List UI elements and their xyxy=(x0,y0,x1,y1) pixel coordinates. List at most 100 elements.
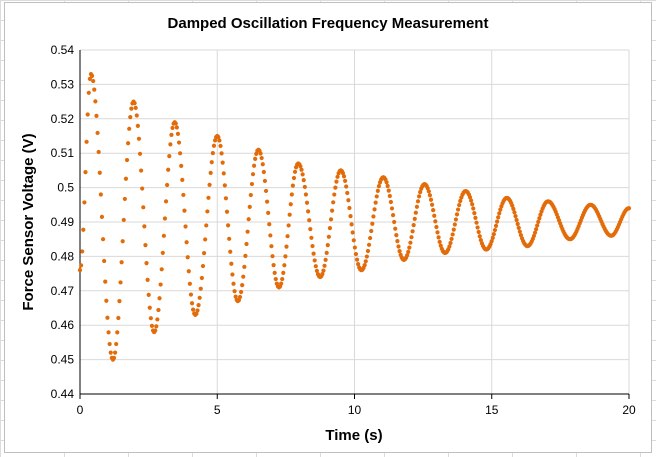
data-point[interactable] xyxy=(204,223,209,228)
data-point[interactable] xyxy=(280,276,285,282)
data-point[interactable] xyxy=(233,294,238,299)
data-point[interactable] xyxy=(496,215,501,220)
data-point[interactable] xyxy=(228,249,233,254)
data-point[interactable] xyxy=(218,143,223,149)
data-point[interactable] xyxy=(268,233,273,238)
data-point[interactable] xyxy=(122,196,127,202)
data-point[interactable] xyxy=(248,192,253,198)
data-point[interactable] xyxy=(98,192,103,197)
data-point[interactable] xyxy=(492,227,498,233)
data-point[interactable] xyxy=(298,164,303,169)
data-point[interactable] xyxy=(385,183,390,189)
data-point[interactable] xyxy=(475,225,480,230)
data-point[interactable] xyxy=(143,243,148,248)
data-point[interactable] xyxy=(118,280,123,285)
data-point[interactable] xyxy=(344,184,349,189)
data-point[interactable] xyxy=(114,341,119,347)
data-point[interactable] xyxy=(330,208,335,213)
data-point[interactable] xyxy=(176,140,182,145)
data-point[interactable] xyxy=(388,199,394,205)
data-point[interactable] xyxy=(247,204,252,209)
data-point[interactable] xyxy=(468,198,474,203)
data-point[interactable] xyxy=(323,257,328,262)
data-point[interactable] xyxy=(406,249,411,254)
data-point[interactable] xyxy=(414,204,420,209)
data-point[interactable] xyxy=(195,308,200,313)
data-point[interactable] xyxy=(356,262,361,267)
data-point[interactable] xyxy=(92,87,97,92)
data-point[interactable] xyxy=(303,192,309,197)
data-point[interactable] xyxy=(212,138,218,143)
data-point[interactable] xyxy=(144,261,149,266)
data-point[interactable] xyxy=(351,238,356,243)
data-point[interactable] xyxy=(262,178,268,184)
data-point[interactable] xyxy=(347,205,352,211)
data-point[interactable] xyxy=(174,125,179,130)
data-point[interactable] xyxy=(270,254,275,259)
data-point[interactable] xyxy=(99,214,105,219)
data-point[interactable] xyxy=(321,268,326,273)
data-point[interactable] xyxy=(497,211,502,216)
data-point[interactable] xyxy=(473,215,478,220)
data-point[interactable] xyxy=(168,142,173,147)
data-point[interactable] xyxy=(409,235,414,240)
data-point[interactable] xyxy=(310,243,315,249)
data-point[interactable] xyxy=(108,350,113,355)
data-point[interactable] xyxy=(136,136,142,141)
data-point[interactable] xyxy=(491,231,496,237)
data-point[interactable] xyxy=(133,105,138,110)
data-point[interactable] xyxy=(300,172,305,177)
data-point[interactable] xyxy=(372,207,377,212)
data-point[interactable] xyxy=(224,209,230,214)
data-point[interactable] xyxy=(290,183,295,188)
data-point[interactable] xyxy=(272,270,277,275)
data-point[interactable] xyxy=(102,258,107,264)
data-point[interactable] xyxy=(149,323,155,328)
data-point[interactable] xyxy=(261,169,266,175)
data-point[interactable] xyxy=(188,292,194,297)
data-point[interactable] xyxy=(194,311,199,316)
data-point[interactable] xyxy=(535,223,540,228)
data-point[interactable] xyxy=(77,268,83,273)
data-point[interactable] xyxy=(384,180,389,185)
data-point[interactable] xyxy=(393,226,398,231)
data-point[interactable] xyxy=(145,277,150,282)
data-point[interactable] xyxy=(410,229,415,234)
data-point[interactable] xyxy=(155,317,160,322)
data-point[interactable] xyxy=(82,200,87,205)
data-point[interactable] xyxy=(515,221,520,227)
data-point[interactable] xyxy=(253,156,258,161)
data-point[interactable] xyxy=(269,244,274,249)
data-point[interactable] xyxy=(374,194,379,199)
data-point[interactable] xyxy=(156,307,161,313)
data-point[interactable] xyxy=(434,224,439,230)
data-point[interactable] xyxy=(334,179,339,184)
data-point[interactable] xyxy=(415,199,421,204)
data-point[interactable] xyxy=(178,151,183,156)
data-point[interactable] xyxy=(223,196,229,201)
data-point[interactable] xyxy=(452,222,457,227)
data-point[interactable] xyxy=(184,240,189,245)
data-point[interactable] xyxy=(249,181,255,187)
data-point[interactable] xyxy=(258,151,263,156)
data-point[interactable] xyxy=(449,236,454,242)
data-point[interactable] xyxy=(311,251,316,256)
data-point[interactable] xyxy=(222,183,227,188)
data-point[interactable] xyxy=(516,225,521,231)
data-point[interactable] xyxy=(173,121,178,126)
data-point[interactable] xyxy=(179,163,184,168)
data-point[interactable] xyxy=(453,217,459,222)
data-point[interactable] xyxy=(211,143,217,148)
data-point[interactable] xyxy=(200,263,206,269)
data-point[interactable] xyxy=(302,184,307,190)
data-point[interactable] xyxy=(292,169,298,174)
data-point[interactable] xyxy=(428,197,434,202)
data-point[interactable] xyxy=(389,206,395,211)
data-point[interactable] xyxy=(105,315,110,320)
data-point[interactable] xyxy=(626,206,632,211)
data-point[interactable] xyxy=(370,221,375,226)
data-point[interactable] xyxy=(405,253,410,258)
data-point[interactable] xyxy=(271,263,276,268)
data-point[interactable] xyxy=(245,229,250,234)
data-point[interactable] xyxy=(209,160,214,165)
